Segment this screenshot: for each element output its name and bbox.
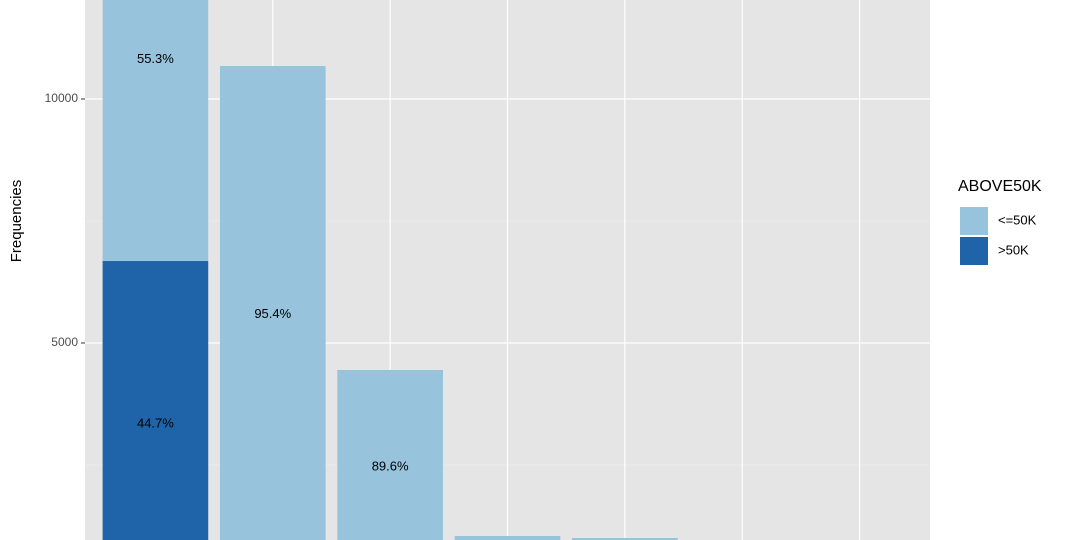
legend-label: <=50K [998,212,1037,227]
bar-segment [102,261,209,540]
y-tick-label: 10000 [45,91,79,105]
bar-segment [337,369,443,540]
data-label: 95.4% [254,306,291,321]
legend-key [960,207,988,235]
legend-title: ABOVE50K [958,178,1042,195]
legend-label: >50K [998,242,1029,257]
bar-segment [219,66,326,540]
y-tick-label: 5000 [51,335,78,349]
data-label: 89.6% [372,459,409,474]
y-axis-title: Frequencies [8,180,25,263]
bar-segment [454,535,561,540]
bar-segment [102,0,209,262]
bar-segment [572,537,678,540]
data-label: 55.3% [137,51,174,66]
data-label: 44.7% [137,415,174,430]
legend-key [960,237,988,265]
